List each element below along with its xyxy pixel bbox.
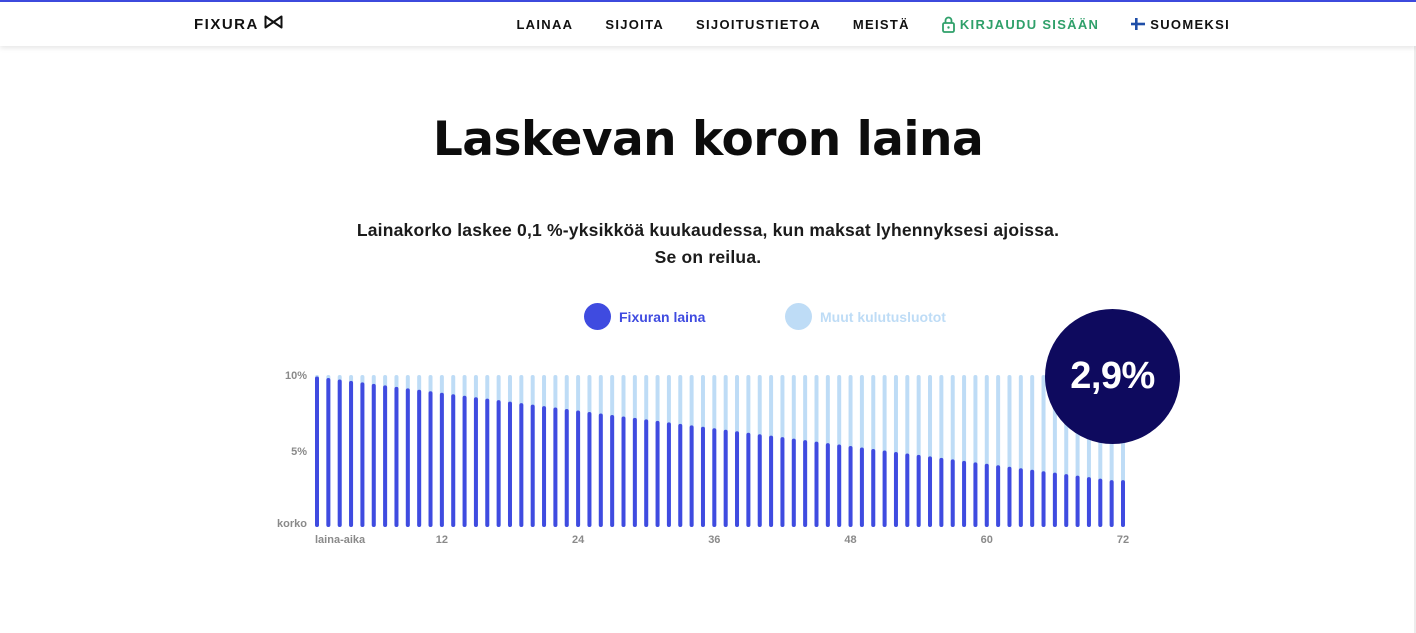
nav-meista-label: MEISTÄ	[852, 16, 910, 32]
main-nav: LAINAA SIJOITA SIJOITUSTIETOA MEISTÄ KIR…	[484, 2, 1230, 46]
nav-language-label: SUOMEKSI	[1150, 16, 1230, 32]
x-tick-label: 60	[981, 534, 993, 546]
finland-flag-icon	[1131, 18, 1146, 30]
y-tick-label: 5%	[291, 446, 307, 458]
rate-bubble: 2,9%	[1045, 309, 1180, 444]
bowtie-logo-icon	[264, 15, 283, 34]
x-tick-label: 12	[436, 534, 448, 546]
nav-sijoita-label: SIJOITA	[605, 16, 665, 32]
subtitle-line-1: Lainakorko laskee 0,1 %-yksikköä kuukaud…	[356, 220, 1060, 240]
x-axis-label: laina-aika	[315, 534, 366, 546]
x-tick-label: 48	[844, 534, 856, 546]
nav-sijoitustietoa[interactable]: SIJOITUSTIETOA	[696, 17, 821, 32]
logo[interactable]: FIXURA	[194, 15, 283, 34]
x-tick-label: 72	[1117, 534, 1129, 546]
x-tick-label: 36	[708, 534, 720, 546]
lock-icon	[941, 16, 955, 33]
nav-sijoitustietoa-label: SIJOITUSTIETOA	[696, 16, 821, 32]
nav-lainaa[interactable]: LAINAA	[516, 17, 573, 32]
logo-text: FIXURA	[194, 16, 259, 33]
subtitle-line-2: Se on reilua.	[654, 247, 762, 267]
page-title: Laskevan koron laina	[432, 112, 984, 167]
legend-others-label: Muut kulutusluotot	[820, 308, 946, 325]
nav-login-label: KIRJAUDU SISÄÄN	[959, 16, 1100, 32]
y-axis-label: korko	[277, 518, 307, 530]
legend-others: Muut kulutusluotot	[785, 303, 946, 330]
legend-fixura-swatch	[584, 303, 611, 330]
nav-login[interactable]: KIRJAUDU SISÄÄN	[941, 16, 1100, 33]
nav-sijoita[interactable]: SIJOITA	[605, 17, 664, 32]
page-scrollbar[interactable]	[1414, 2, 1416, 633]
top-accent-bar	[0, 0, 1416, 2]
interest-rate-chart: 10% 5% korko laina-aika 12 24 36 48 60 72	[277, 370, 1129, 546]
x-tick-label: 24	[572, 534, 585, 546]
legend-fixura: Fixuran laina	[584, 303, 705, 330]
nav-meista[interactable]: MEISTÄ	[853, 17, 910, 32]
nav-lainaa-label: LAINAA	[516, 16, 574, 32]
legend-fixura-label: Fixuran laina	[619, 308, 706, 325]
y-tick-label: 10%	[285, 370, 307, 382]
legend-others-swatch	[785, 303, 812, 330]
nav-language[interactable]: SUOMEKSI	[1131, 17, 1230, 32]
site-header: FIXURA LAINAA SIJOITA SIJOITUSTIETOA MEI…	[0, 2, 1416, 46]
